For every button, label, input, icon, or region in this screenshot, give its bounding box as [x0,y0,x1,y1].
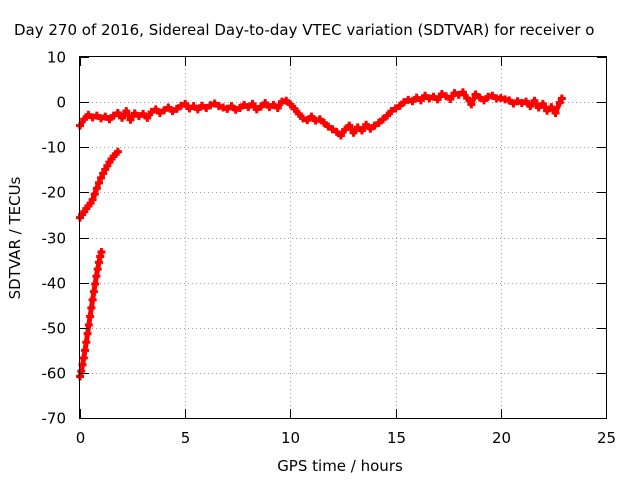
axis-ticks: 10 0 -10 -20 -30 -40 -50 -60 -70 0 5 10 15 20 25 [42,49,617,448]
y-tick-label: 10 [47,49,66,67]
y-tick-label: -50 [42,320,67,338]
x-tick-label: 10 [281,429,300,447]
y-tick-label: -30 [42,230,67,248]
plot-frame [79,56,607,419]
y-axis-label: SDTVAR / TECUs [6,176,24,299]
grid-lines [80,57,606,418]
y-tick-label: -70 [42,410,67,428]
y-tick-label: -40 [42,275,67,293]
series-1-band [77,89,565,138]
x-tick-label: 0 [76,429,86,447]
x-tick-label: 20 [492,429,511,447]
y-tick-label: -20 [42,184,67,202]
data-points [76,88,566,381]
x-tick-label: 25 [597,429,616,447]
x-tick-label: 15 [387,429,406,447]
chart-title: Day 270 of 2016, Sidereal Day-to-day VTE… [14,21,594,39]
y-tick-label: -60 [42,365,67,383]
x-axis-label: GPS time / hours [277,457,403,475]
series-2-band [77,149,121,221]
series-3-band [77,249,104,379]
y-tick-label: 0 [56,94,66,112]
y-tick-label: -10 [42,139,67,157]
x-tick-label: 5 [181,429,191,447]
